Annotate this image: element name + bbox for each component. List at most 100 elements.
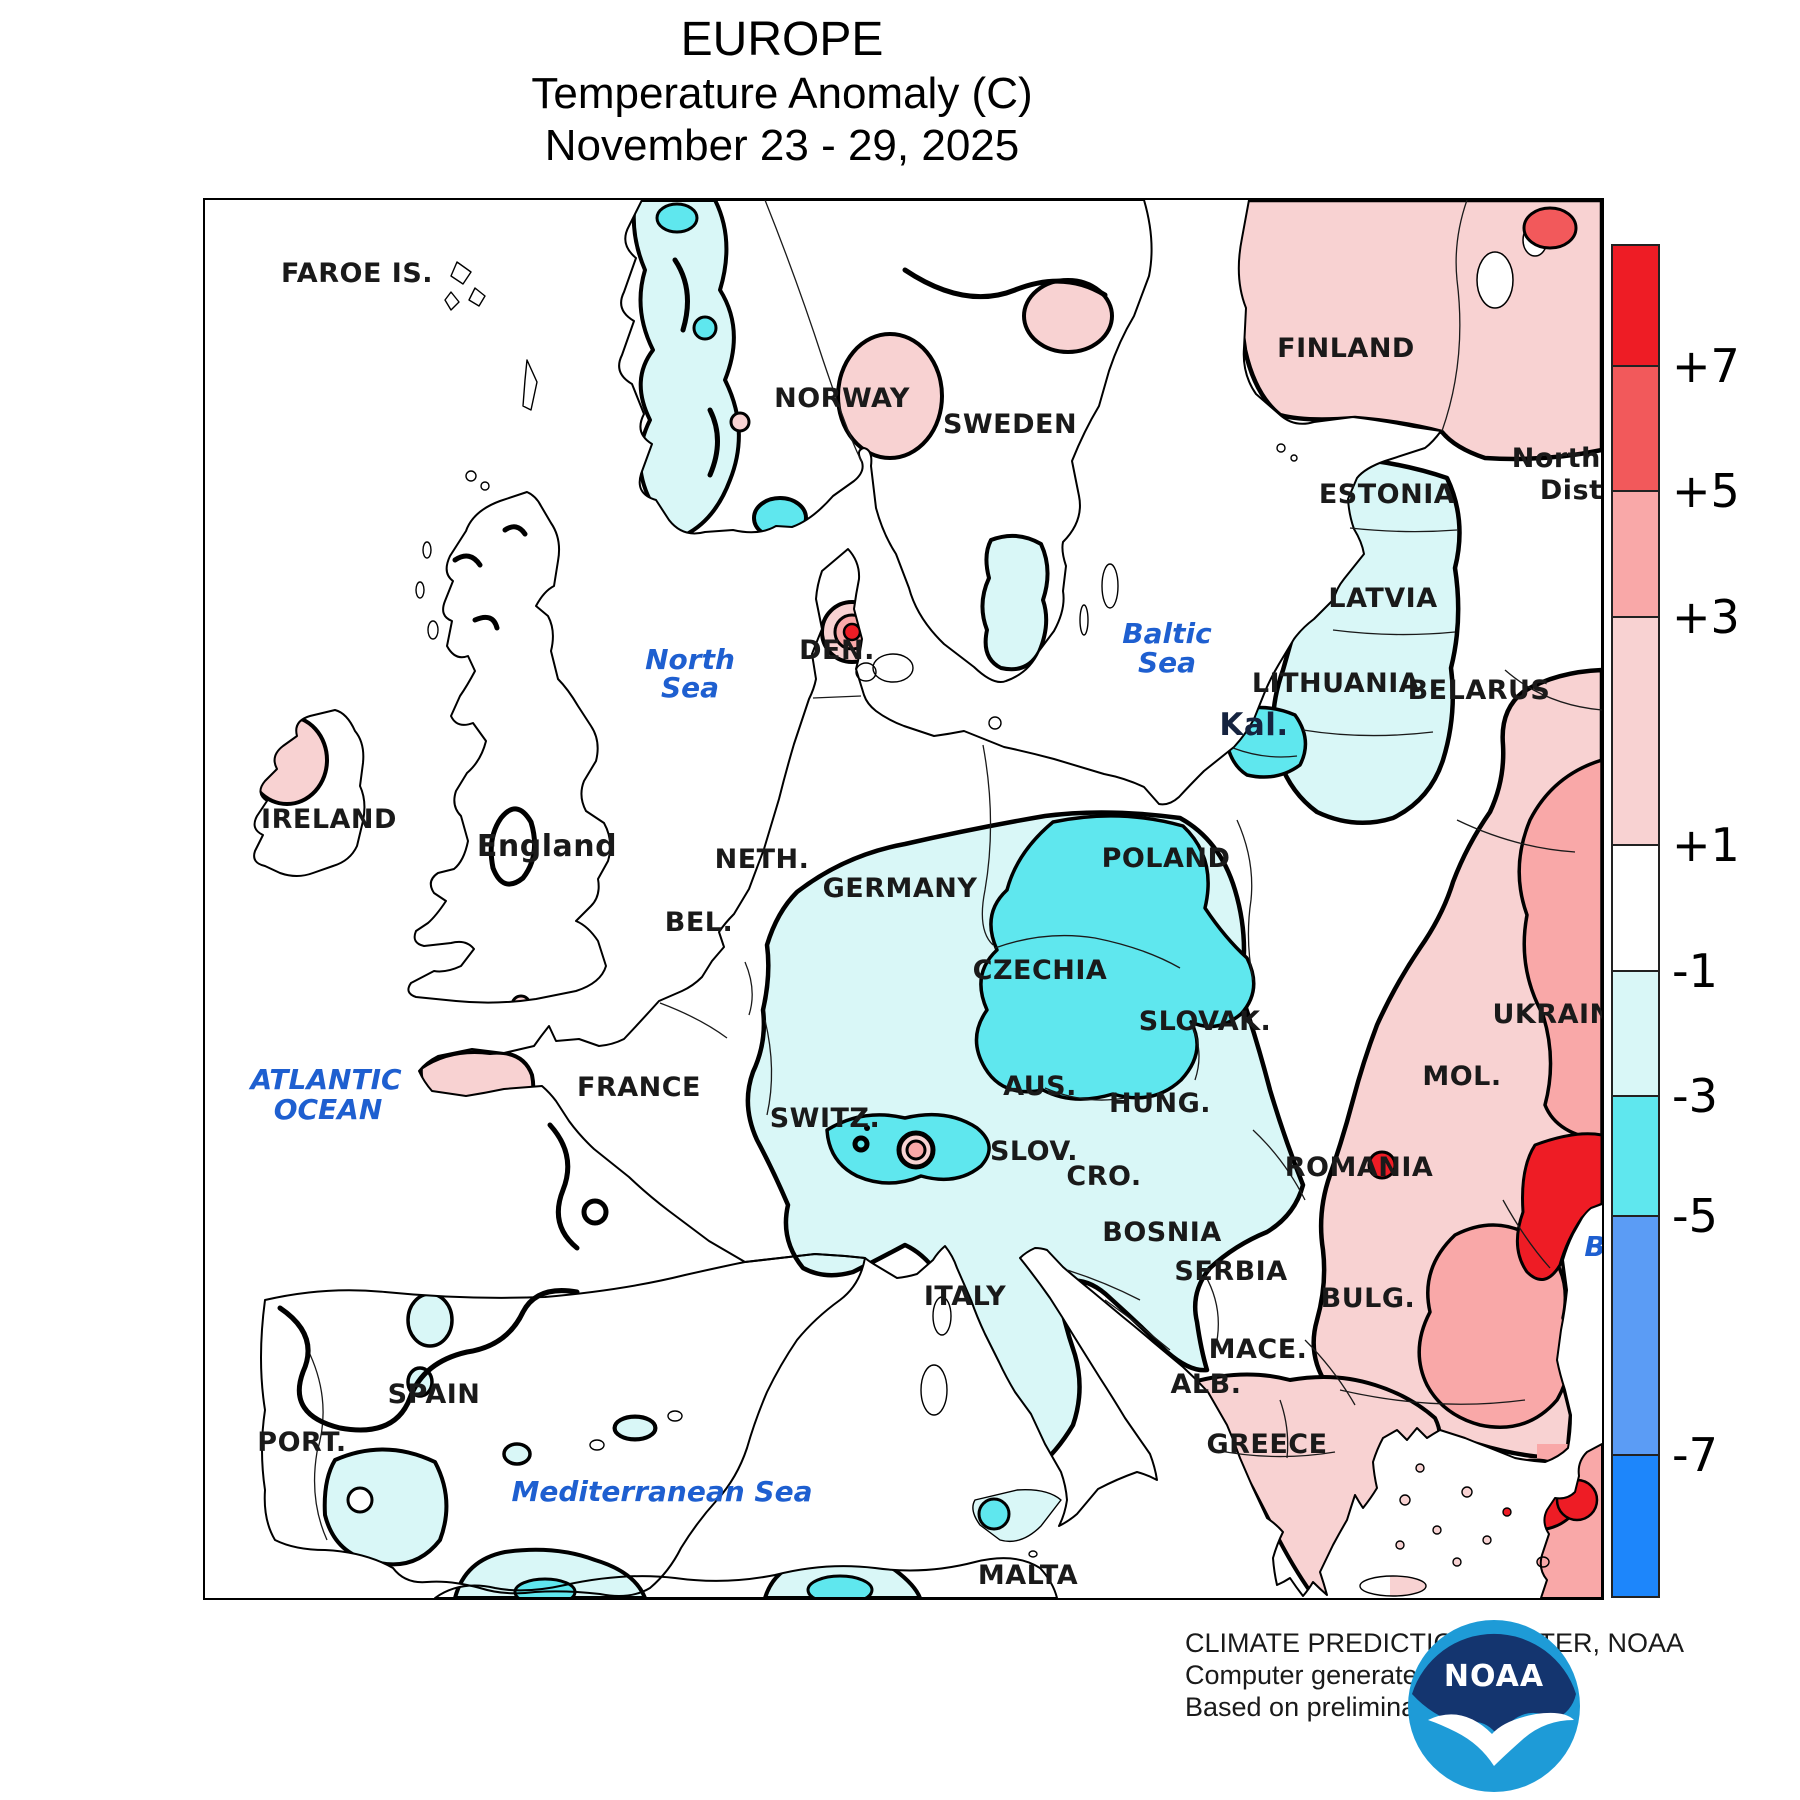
anomaly-region-brittany-warm bbox=[418, 1050, 536, 1148]
legend-label-p3: +3 bbox=[1672, 590, 1740, 644]
label-hungary: HUNG. bbox=[1109, 1088, 1211, 1119]
label-switzerland: SWITZ. bbox=[770, 1103, 881, 1134]
anomaly-region-norway-coast-warm-spot bbox=[729, 411, 751, 433]
label-bosnia: BOSNIA bbox=[1102, 1217, 1222, 1248]
country-labels: FAROE IS. NORWAY SWEDEN FINLAND ESTONIA … bbox=[257, 258, 1602, 1591]
label-baltic-sea-2: Sea bbox=[1138, 646, 1196, 679]
anomaly-region-south-sweden-cool bbox=[980, 533, 1050, 672]
anomaly-region-thrace-hot bbox=[1488, 1458, 1582, 1532]
legend-label-n3: -3 bbox=[1672, 1069, 1718, 1123]
label-macedonia: MACE. bbox=[1209, 1334, 1308, 1365]
anomaly-region-ukraine-ne-warmer bbox=[1517, 758, 1602, 1142]
label-estonia: ESTONIA bbox=[1319, 479, 1455, 510]
anomaly-region-africa-west-cool bbox=[453, 1547, 647, 1598]
label-portugal: PORT. bbox=[257, 1427, 346, 1458]
noaa-logo-text: NOAA bbox=[1444, 1659, 1544, 1694]
anomaly-region-baltics-cool bbox=[1270, 455, 1462, 825]
label-latvia: LATVIA bbox=[1328, 583, 1437, 614]
anomaly-region-northeast-corner-warm bbox=[1522, 206, 1578, 250]
anomaly-region-norway-coast-cool bbox=[631, 200, 741, 538]
legend-label-p5: +5 bbox=[1672, 464, 1740, 518]
europe-anomaly-map: FAROE IS. NORWAY SWEDEN FINLAND ESTONIA … bbox=[248, 200, 1602, 1598]
map-frame: FAROE IS. NORWAY SWEDEN FINLAND ESTONIA … bbox=[203, 198, 1604, 1600]
label-kaliningrad: Kal. bbox=[1219, 707, 1288, 743]
legend-label-n1: -1 bbox=[1672, 944, 1718, 998]
legend-swatch-3-5 bbox=[1611, 490, 1660, 618]
label-bulgaria: BULG. bbox=[1321, 1283, 1416, 1314]
label-italy: ITALY bbox=[924, 1281, 1006, 1312]
legend-label-n5: -5 bbox=[1672, 1189, 1718, 1243]
legend: +7 +5 +3 +1 -1 -3 -5 -7 bbox=[1611, 244, 1740, 1598]
country-borders bbox=[306, 200, 1602, 1541]
anomaly-hole-south-spain bbox=[346, 1486, 374, 1514]
anomaly-region-balearics-cool bbox=[612, 1414, 658, 1442]
label-denmark: DEN. bbox=[799, 635, 875, 666]
sea-labels: North Sea Baltic Sea ATLANTIC OCEAN Medi… bbox=[248, 617, 1602, 1508]
label-northwest-district-2: Distri bbox=[1540, 475, 1602, 506]
label-north-sea-1: North bbox=[645, 643, 735, 676]
title-block: EUROPE Temperature Anomaly (C) November … bbox=[182, 12, 1382, 172]
label-sweden: SWEDEN bbox=[943, 409, 1077, 440]
anomaly-region-poland-czechia-cold bbox=[974, 814, 1256, 1101]
legend-label-p1: +1 bbox=[1672, 818, 1740, 872]
label-baltic-sea-1: Baltic bbox=[1122, 617, 1212, 650]
label-slovakia: SLOVAK. bbox=[1139, 1006, 1272, 1037]
legend-swatch-n5-n3 bbox=[1611, 1095, 1660, 1217]
legend-swatch-n3-n1 bbox=[1611, 970, 1660, 1097]
label-ireland: IRELAND bbox=[261, 804, 397, 835]
anomaly-region-normandy-warm-spot bbox=[510, 994, 532, 1016]
legend-swatch-ltn7 bbox=[1611, 1454, 1660, 1598]
label-spain: SPAIN bbox=[388, 1379, 481, 1410]
legend-labels: +7 +5 +3 +1 -1 -3 -5 -7 bbox=[1672, 339, 1740, 1482]
label-norway: NORWAY bbox=[774, 383, 910, 414]
label-albania: ALB. bbox=[1171, 1369, 1242, 1400]
label-romania: ROMANIA bbox=[1285, 1152, 1434, 1183]
alps-warm-bullseye bbox=[896, 1130, 936, 1170]
label-belgium: BEL. bbox=[665, 907, 734, 938]
label-atlantic-2: OCEAN bbox=[274, 1093, 383, 1126]
label-germany: GERMANY bbox=[823, 873, 978, 904]
legend-label-n7: -7 bbox=[1672, 1428, 1718, 1482]
label-finland: FINLAND bbox=[1277, 333, 1415, 364]
anomaly-region-norway-cyan-cores bbox=[655, 202, 718, 341]
legend-swatch-gt7 bbox=[1611, 244, 1660, 367]
label-lithuania: LITHUANIA bbox=[1252, 668, 1420, 699]
anomaly-region-romania-hot-core bbox=[1367, 1150, 1397, 1180]
anomaly-region-central-scandes-warm bbox=[836, 332, 944, 460]
label-czechia: CZECHIA bbox=[973, 955, 1108, 986]
noaa-logo: NOAA bbox=[1408, 1620, 1580, 1792]
noaa-logo-seagull-icon bbox=[1428, 1712, 1574, 1766]
map-title: EUROPE bbox=[680, 13, 884, 66]
label-atlantic-1: ATLANTIC bbox=[248, 1063, 402, 1096]
label-poland: POLAND bbox=[1102, 843, 1231, 874]
anomaly-regions bbox=[254, 200, 1602, 1598]
map-date-range: November 23 - 29, 2025 bbox=[544, 121, 1020, 170]
label-malta: MALTA bbox=[978, 1560, 1078, 1591]
label-northwest-district-1: Northw bbox=[1512, 443, 1602, 474]
anomaly-region-africa-center-cold-core bbox=[806, 1574, 874, 1598]
label-france: FRANCE bbox=[577, 1072, 701, 1103]
label-serbia: SERBIA bbox=[1174, 1256, 1287, 1287]
legend-swatch-1-3 bbox=[1611, 616, 1660, 846]
label-croatia: CRO. bbox=[1066, 1161, 1141, 1192]
contour-lines bbox=[277, 257, 1108, 1433]
anomaly-region-greece-warm bbox=[1191, 1372, 1442, 1598]
label-ukraine: UKRAINE bbox=[1492, 999, 1602, 1030]
label-moldova: MOL. bbox=[1422, 1061, 1501, 1092]
label-north-sea-2: Sea bbox=[661, 671, 719, 704]
anomaly-region-ireland-warm bbox=[254, 714, 329, 806]
legend-swatch-n1-1 bbox=[1611, 844, 1660, 972]
label-greece: GREECE bbox=[1206, 1429, 1327, 1460]
label-black-sea-clipped: B bbox=[1584, 1230, 1602, 1263]
legend-swatch-5-7 bbox=[1611, 365, 1660, 492]
map-subtitle: Temperature Anomaly (C) bbox=[531, 69, 1033, 118]
noaa-logo-sky bbox=[1412, 1633, 1576, 1736]
label-austria: AUS. bbox=[1003, 1071, 1077, 1102]
label-england: England bbox=[477, 829, 617, 864]
label-belarus: BELARUS bbox=[1408, 675, 1551, 706]
label-mediterranean: Mediterranean Sea bbox=[512, 1475, 813, 1508]
label-netherlands: NETH. bbox=[715, 844, 810, 875]
anomaly-region-south-spain-cool bbox=[322, 1447, 449, 1567]
legend-label-p7: +7 bbox=[1672, 339, 1740, 393]
